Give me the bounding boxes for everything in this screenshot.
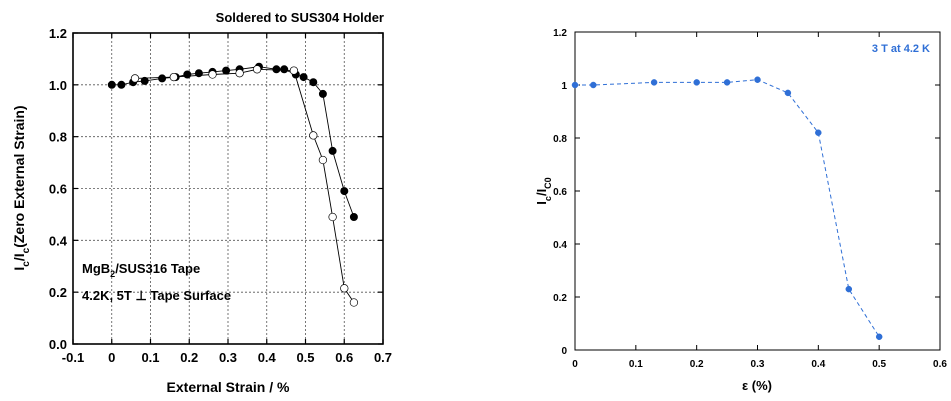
y-tick-label: 1.2 <box>49 26 67 41</box>
annotation-conditions: 4.2K, 5T ⊥ Tape Surface <box>82 288 231 303</box>
data-point-filled <box>280 65 289 74</box>
x-tick-label: 0.2 <box>180 350 198 365</box>
x-axis-label: External Strain / % <box>167 379 290 395</box>
y-tick-label: 0.2 <box>49 285 67 300</box>
x-tick-label: 0.5 <box>296 350 314 365</box>
chart-title: Soldered to SUS304 Holder <box>216 10 384 25</box>
axis-ticks <box>72 32 384 345</box>
y-label-tail: (Zero External Strain) <box>11 105 27 247</box>
data-point-filled <box>107 80 116 89</box>
annotation-tape-b: /SUS316 Tape <box>115 261 200 276</box>
data-point-open <box>289 66 299 75</box>
data-point-filled <box>340 187 349 196</box>
data-point-filled <box>309 78 318 87</box>
y-tick-label: 0.0 <box>49 337 67 352</box>
annotation-tape-a: MgB <box>82 261 110 276</box>
x-tick-labels: -0.1 0 0.1 0.2 0.3 0.4 0.5 0.6 0.7 <box>62 350 392 365</box>
series-line-1 <box>111 66 355 218</box>
data-point-open <box>328 212 337 222</box>
x-tick-label: 0.7 <box>374 350 392 365</box>
data-point-open <box>318 155 328 165</box>
y-tick-label: 0.4 <box>49 233 68 248</box>
data-point-filled <box>140 76 149 85</box>
y-label-sub1: c <box>21 261 32 267</box>
data-point-open <box>340 284 349 293</box>
x-tick-label: 0.4 <box>258 350 277 365</box>
data-point-open <box>349 298 359 307</box>
x-tick-label: 0.6 <box>335 350 353 365</box>
data-point-filled <box>222 66 231 75</box>
y-label-mid: /I <box>11 253 27 261</box>
data-point-filled <box>183 70 192 79</box>
y-label-main: I <box>11 267 27 271</box>
y-tick-labels: 0.0 0.2 0.4 0.6 0.8 1.0 1.2 <box>49 26 68 352</box>
x-tick-label: 0 <box>108 350 115 365</box>
data-point-filled <box>328 146 337 155</box>
x-tick-label: -0.1 <box>62 350 84 365</box>
data-point-filled <box>349 212 358 221</box>
annotation-tape-sub: 2 <box>110 269 115 279</box>
data-point-filled <box>272 65 281 74</box>
y-tick-label: 0.8 <box>49 130 67 145</box>
series-points <box>107 62 359 307</box>
y-tick-label: 0.6 <box>49 182 67 197</box>
y-label-sub2: c <box>21 247 32 253</box>
x-tick-label: 0.3 <box>219 350 237 365</box>
data-point-open <box>208 70 217 79</box>
data-point-filled <box>318 89 327 98</box>
data-point-open <box>309 131 318 140</box>
data-point-filled <box>194 69 203 78</box>
data-point-open <box>252 65 262 74</box>
x-tick-label: 0.1 <box>141 350 159 365</box>
y-tick-label: 1.0 <box>49 78 67 93</box>
y-axis-label: Ic/Ic(Zero External Strain) <box>11 105 32 270</box>
data-point-open <box>235 69 244 78</box>
data-point-filled <box>299 73 308 82</box>
data-point-filled <box>117 80 126 89</box>
data-point-open <box>169 72 178 82</box>
data-point-filled <box>158 74 167 83</box>
annotation-tape: MgB2/SUS316 Tape <box>82 261 200 279</box>
data-point-open <box>130 74 140 83</box>
